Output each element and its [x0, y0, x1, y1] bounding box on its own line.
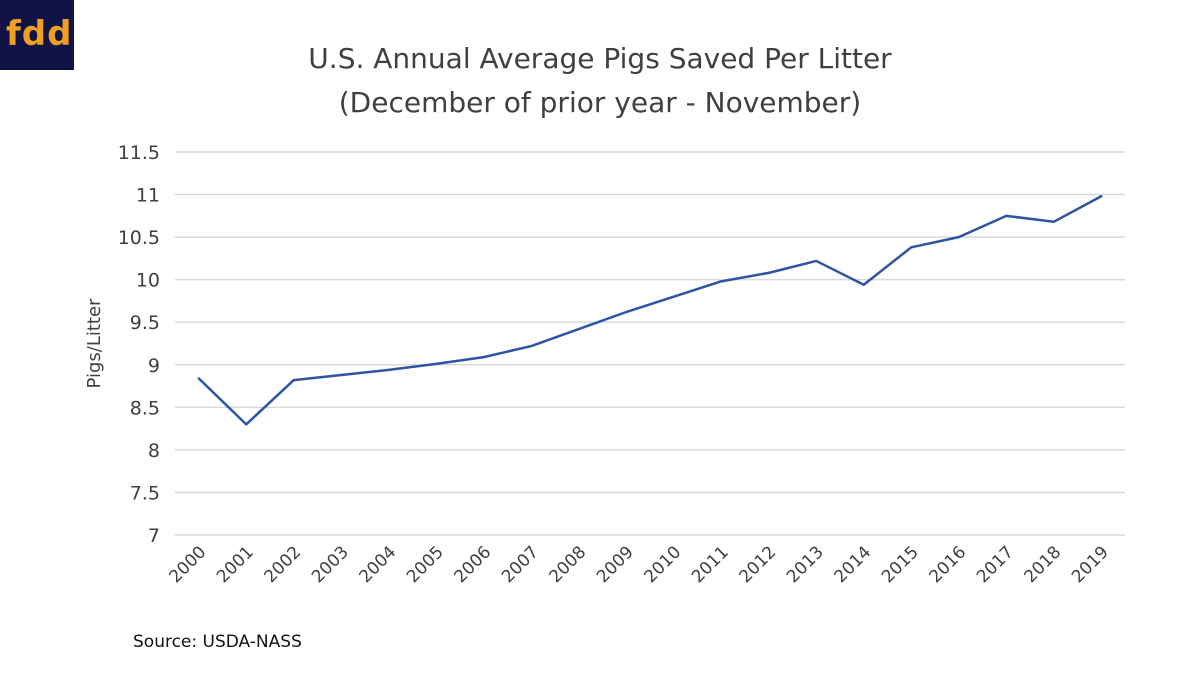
- data-point: [625, 310, 628, 314]
- series-line: [197, 195, 1102, 426]
- y-tick-label: 8.5: [130, 397, 160, 419]
- data-point: [197, 377, 200, 380]
- data-point: [482, 355, 485, 359]
- data-point: [1100, 195, 1103, 198]
- x-tick-label: 2005: [403, 542, 448, 587]
- x-tick-label: 2004: [356, 542, 401, 587]
- y-tick-label: 7: [148, 525, 160, 547]
- y-tick-label: 10: [136, 270, 160, 292]
- data-point: [435, 362, 438, 366]
- data-point: [530, 344, 533, 348]
- x-tick-label: 2018: [1021, 542, 1066, 587]
- x-tick-label: 2008: [546, 542, 591, 587]
- x-tick-label: 2009: [593, 542, 638, 587]
- x-tick-label: 2001: [213, 542, 258, 587]
- chart-subtitle: (December of prior year - November): [338, 86, 862, 119]
- x-tick-label: 2019: [1068, 542, 1113, 587]
- y-tick-label: 8: [148, 440, 160, 462]
- x-tick-label: 2014: [831, 542, 876, 587]
- data-point: [292, 378, 295, 382]
- data-point: [1052, 220, 1055, 223]
- data-point: [577, 327, 580, 331]
- x-tick-label: 2015: [878, 542, 923, 587]
- x-tick-label: 2003: [308, 542, 353, 587]
- data-point: [720, 280, 723, 283]
- data-point: [387, 368, 390, 372]
- data-point: [245, 423, 248, 426]
- y-tick-label: 9: [148, 355, 160, 377]
- chart-title: U.S. Annual Average Pigs Saved Per Litte…: [308, 42, 892, 75]
- x-tick-label: 2016: [926, 542, 971, 587]
- x-tick-label: 2002: [261, 542, 306, 587]
- x-tick-label: 2013: [783, 542, 828, 587]
- source-note: Source: USDA-NASS: [133, 632, 302, 652]
- x-tick-label: 2010: [641, 542, 686, 587]
- data-point: [815, 259, 818, 263]
- x-tick-label: 2006: [451, 542, 496, 587]
- y-tick-label: 11: [136, 185, 160, 207]
- x-tick-label: 2011: [688, 542, 733, 587]
- y-tick-label: 10.5: [118, 227, 160, 249]
- y-tick-label: 9.5: [130, 312, 160, 334]
- logo-text: fdd: [6, 14, 73, 54]
- x-tick-label: 2007: [498, 542, 543, 587]
- y-axis-label: Pigs/Litter: [84, 298, 105, 389]
- data-point: [862, 283, 865, 286]
- x-tick-label: 2012: [736, 542, 781, 587]
- x-tick-label: 2017: [973, 542, 1018, 587]
- y-tick-label: 7.5: [130, 482, 160, 504]
- fdd-logo: fdd: [0, 0, 74, 70]
- data-point: [767, 271, 770, 275]
- data-point: [340, 373, 343, 377]
- data-point: [672, 295, 675, 298]
- data-point: [910, 246, 913, 249]
- data-point: [1005, 214, 1008, 218]
- y-tick-label: 11.5: [118, 142, 160, 164]
- x-tick-label: 2000: [166, 542, 211, 587]
- data-point: [957, 235, 960, 239]
